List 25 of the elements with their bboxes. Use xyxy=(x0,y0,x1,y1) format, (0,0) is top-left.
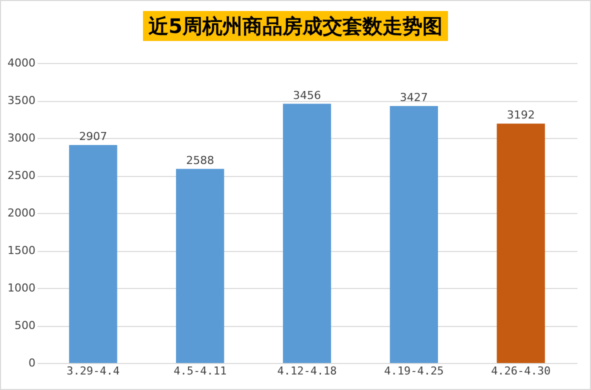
bar xyxy=(282,104,332,363)
data-label: 3192 xyxy=(506,108,535,122)
x-tick-label: 4.19-4.25 xyxy=(384,364,444,378)
y-tick-label: 2000 xyxy=(8,206,36,220)
bar xyxy=(390,106,438,363)
bar xyxy=(176,168,224,363)
y-tick-label: 0 xyxy=(28,356,36,370)
y-tick-label: 4000 xyxy=(8,56,36,70)
x-tick-label: 4.5-4.11 xyxy=(174,364,227,378)
data-label: 3456 xyxy=(293,88,321,102)
chart-title: 近5周杭州商品房成交套数走势图 xyxy=(142,11,448,41)
data-label: 2588 xyxy=(186,154,214,167)
y-tick-label: 2500 xyxy=(8,169,36,182)
data-label: 3427 xyxy=(400,90,428,104)
bar xyxy=(69,144,118,363)
x-tick-label: 3.29-4.4 xyxy=(66,364,120,378)
y-tick-label: 500 xyxy=(14,319,36,332)
y-tick-label: 3500 xyxy=(8,94,36,107)
y-tick-label: 1000 xyxy=(8,282,36,294)
bar xyxy=(496,124,545,363)
x-tick-label: 4.26-4.30 xyxy=(491,364,551,378)
y-tick-label: 3000 xyxy=(8,132,36,144)
x-tick-label: 4.12-4.18 xyxy=(277,364,337,378)
y-tick-label: 1500 xyxy=(8,244,36,257)
data-label: 2907 xyxy=(79,130,108,143)
